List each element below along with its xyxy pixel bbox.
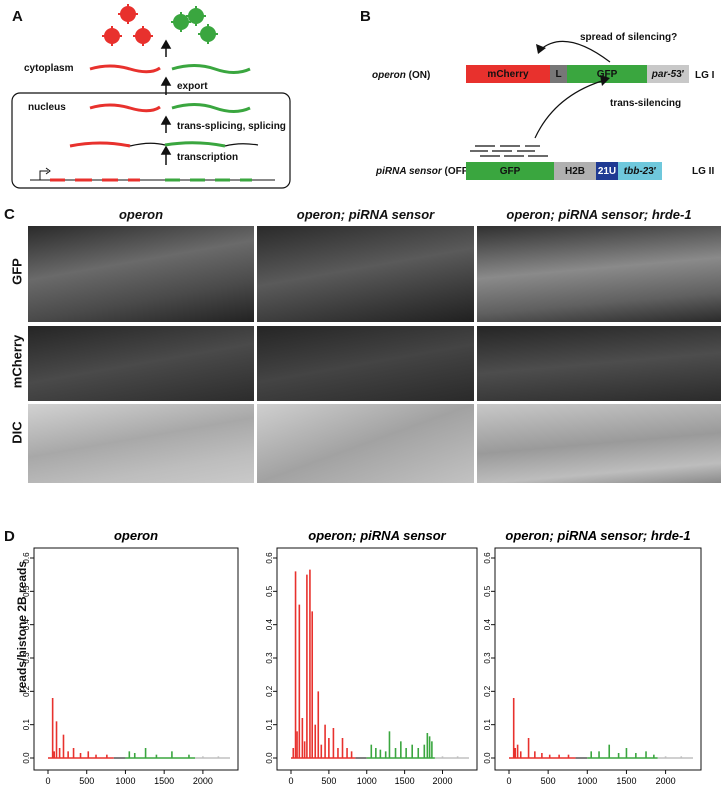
- splicing-label: trans-splicing, splicing: [177, 121, 286, 132]
- sensor-name: piRNA sensor: [376, 166, 442, 177]
- operon-par5-suffix: 3′: [676, 68, 685, 80]
- micrograph-dic-sensor: [257, 404, 474, 483]
- x-tick-label-3-0: 0: [506, 776, 511, 786]
- y-tick-label-2-0: 0.0: [265, 752, 274, 764]
- spread-label: spread of silencing?: [580, 32, 678, 43]
- panel-a-diagram: [11, 4, 291, 189]
- y-tick-label-1-6: 0.6: [22, 552, 31, 564]
- y-tick-label-2-4: 0.4: [265, 619, 274, 631]
- chart-frame-1: [33, 547, 239, 771]
- chart-title-2: operon; piRNA sensor: [308, 528, 446, 543]
- x-tick-label-3-2: 1000: [577, 776, 597, 786]
- x-tick-label-1-3: 1500: [154, 776, 174, 786]
- micrograph-mcherry-hrde1: [477, 326, 721, 401]
- transcription-label: transcription: [177, 152, 239, 163]
- x-tick-label-3-1: 500: [541, 776, 556, 786]
- x-tick-label-3-4: 2000: [656, 776, 676, 786]
- chart-frame-3: [494, 547, 702, 771]
- nucleus-label: nucleus: [28, 102, 66, 113]
- y-tick-label-3-3: 0.3: [483, 652, 492, 664]
- x-tick-label-1-4: 2000: [193, 776, 213, 786]
- lg1-label: LG I: [695, 70, 715, 81]
- micrograph-gfp-sensor: [257, 226, 474, 322]
- panel-a-letter: A: [12, 8, 23, 25]
- sensor-state: (OFF): [441, 166, 472, 177]
- x-tick-label-2-1: 500: [321, 776, 336, 786]
- operon-par5-box: par-5 3′: [647, 65, 689, 83]
- micrograph-gfp-operon: [28, 226, 254, 322]
- y-tick-label-2-2: 0.2: [265, 685, 274, 697]
- micrograph-gfp-hrde1: [477, 226, 721, 322]
- panel-c-col-1: operon: [118, 207, 164, 222]
- x-tick-label-3-3: 1500: [616, 776, 636, 786]
- sensor-h2b-box: H2B: [554, 162, 596, 180]
- micrograph-mcherry-operon: [28, 326, 254, 401]
- y-tick-label-2-3: 0.3: [265, 652, 274, 664]
- sensor-tbb2-name: tbb-2: [623, 165, 649, 177]
- y-tick-label-2-6: 0.6: [265, 552, 274, 564]
- gfp-protein-icon: [173, 8, 216, 42]
- x-tick-label-1-0: 0: [45, 776, 50, 786]
- panel-c-letter: C: [4, 206, 15, 223]
- sensor-gfp-box: GFP: [466, 162, 554, 180]
- panel-c-col-3: operon; piRNA sensor; hrde-1: [506, 207, 692, 222]
- x-tick-label-1-2: 1000: [115, 776, 135, 786]
- operon-l-box: L: [550, 65, 567, 83]
- panel-c-col-2: operon; piRNA sensor: [296, 207, 435, 222]
- panel-d-charts: operon 0.0 0.1 0.2 0.3 0.4 0.5 0.6 0 500 1000 1500 2…: [22, 528, 702, 786]
- nucleus-outline: [11, 92, 291, 189]
- panel-c-row-mcherry: mCherry: [9, 334, 25, 389]
- panel-c-row-gfp: GFP: [9, 258, 25, 285]
- lg2-label: LG II: [692, 166, 715, 177]
- micrograph-dic-hrde1: [477, 404, 721, 483]
- panel-b-arrows: [470, 40, 611, 157]
- x-tick-label-2-4: 2000: [432, 776, 452, 786]
- y-tick-label-2-1: 0.1: [265, 719, 274, 731]
- export-label: export: [177, 81, 208, 92]
- chart-title-1: operon: [114, 528, 158, 543]
- operon-state: (ON): [405, 70, 431, 81]
- sensor-label: piRNA sensor (OFF): [376, 166, 471, 177]
- sensor-21u-box: 21U: [596, 162, 618, 180]
- x-tick-label-2-2: 1000: [357, 776, 377, 786]
- panel-c-row-dic: DIC: [9, 421, 25, 444]
- trans-silencing-label: trans-silencing: [610, 98, 682, 109]
- x-tick-label-1-1: 500: [79, 776, 94, 786]
- micrograph-mcherry-sensor: [257, 326, 474, 401]
- y-tick-label-1-4: 0.4: [22, 619, 31, 631]
- y-tick-label-1-0: 0.0: [22, 752, 31, 764]
- operon-gfp-box: GFP: [567, 65, 647, 83]
- operon-name: operon: [372, 70, 406, 81]
- y-tick-label-1-5: 0.5: [22, 585, 31, 597]
- chart-frame-2: [276, 547, 478, 771]
- x-tick-label-2-3: 1500: [395, 776, 415, 786]
- cytoplasm-label: cytoplasm: [24, 63, 74, 74]
- micrograph-dic-operon: [28, 404, 254, 483]
- operon-label: operon (ON): [372, 70, 430, 81]
- sensor-tbb2-suffix: 3′: [648, 165, 657, 177]
- panel-b-letter: B: [360, 8, 371, 25]
- y-tick-label-3-0: 0.0: [483, 752, 492, 764]
- panel-d-letter: D: [4, 528, 15, 545]
- y-tick-label-1-2: 0.2: [22, 685, 31, 697]
- operon-par5-name: par-5: [651, 68, 677, 80]
- y-tick-label-3-2: 0.2: [483, 685, 492, 697]
- y-tick-label-3-5: 0.5: [483, 585, 492, 597]
- y-tick-label-2-5: 0.5: [265, 585, 274, 597]
- sensor-tbb2-box: tbb-2 3′: [618, 162, 662, 180]
- x-tick-label-2-0: 0: [288, 776, 293, 786]
- y-tick-label-3-6: 0.6: [483, 552, 492, 564]
- operon-mcherry-box: mCherry: [466, 65, 550, 83]
- y-tick-label-1-1: 0.1: [22, 719, 31, 731]
- y-tick-label-1-3: 0.3: [22, 652, 31, 664]
- y-tick-label-3-1: 0.1: [483, 719, 492, 731]
- pirna-dashes: [470, 145, 548, 157]
- y-tick-label-3-4: 0.4: [483, 619, 492, 631]
- chart-title-3: operon; piRNA sensor; hrde-1: [505, 528, 690, 543]
